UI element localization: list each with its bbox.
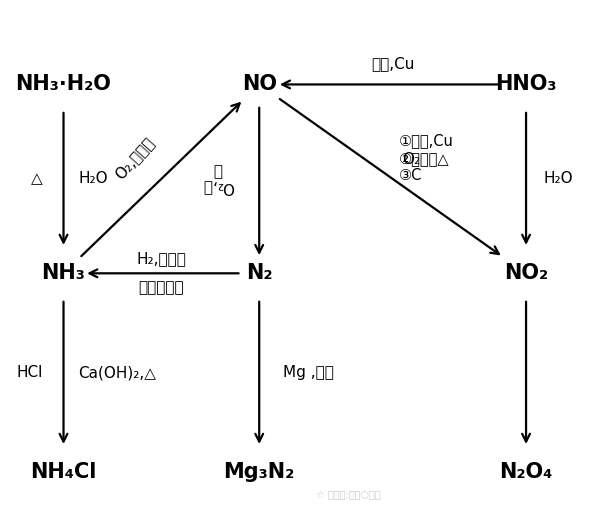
Text: 稀酸,Cu: 稀酸,Cu bbox=[371, 57, 415, 72]
Text: NH₄Cl: NH₄Cl bbox=[31, 462, 97, 482]
Text: ☆ 微信号:知中○知道: ☆ 微信号:知中○知道 bbox=[316, 491, 380, 501]
Text: NH₃·H₂O: NH₃·H₂O bbox=[16, 74, 112, 94]
Text: NH₃: NH₃ bbox=[41, 263, 85, 283]
Text: O₂,催化剂: O₂,催化剂 bbox=[112, 135, 157, 182]
Text: N₂: N₂ bbox=[246, 263, 272, 283]
Text: ①浓酸,Cu
②见光或△
③C: ①浓酸,Cu ②见光或△ ③C bbox=[398, 134, 454, 183]
Text: O₂,放
电: O₂,放 电 bbox=[202, 163, 234, 195]
Text: O₂: O₂ bbox=[403, 152, 421, 167]
Text: NO: NO bbox=[242, 74, 277, 94]
Text: Ca(OH)₂,△: Ca(OH)₂,△ bbox=[79, 365, 157, 380]
Text: Mg ,点燃: Mg ,点燃 bbox=[283, 365, 334, 380]
Text: △: △ bbox=[31, 171, 43, 186]
Text: 高温、高压: 高温、高压 bbox=[139, 280, 184, 295]
Text: H₂,催化剂: H₂,催化剂 bbox=[136, 251, 186, 267]
Text: H₂O: H₂O bbox=[79, 171, 108, 186]
Text: HNO₃: HNO₃ bbox=[496, 74, 557, 94]
Text: H₂O: H₂O bbox=[544, 171, 574, 186]
Text: HCl: HCl bbox=[16, 365, 43, 380]
Text: Mg₃N₂: Mg₃N₂ bbox=[224, 462, 295, 482]
Text: N₂O₄: N₂O₄ bbox=[499, 462, 553, 482]
Text: NO₂: NO₂ bbox=[504, 263, 548, 283]
